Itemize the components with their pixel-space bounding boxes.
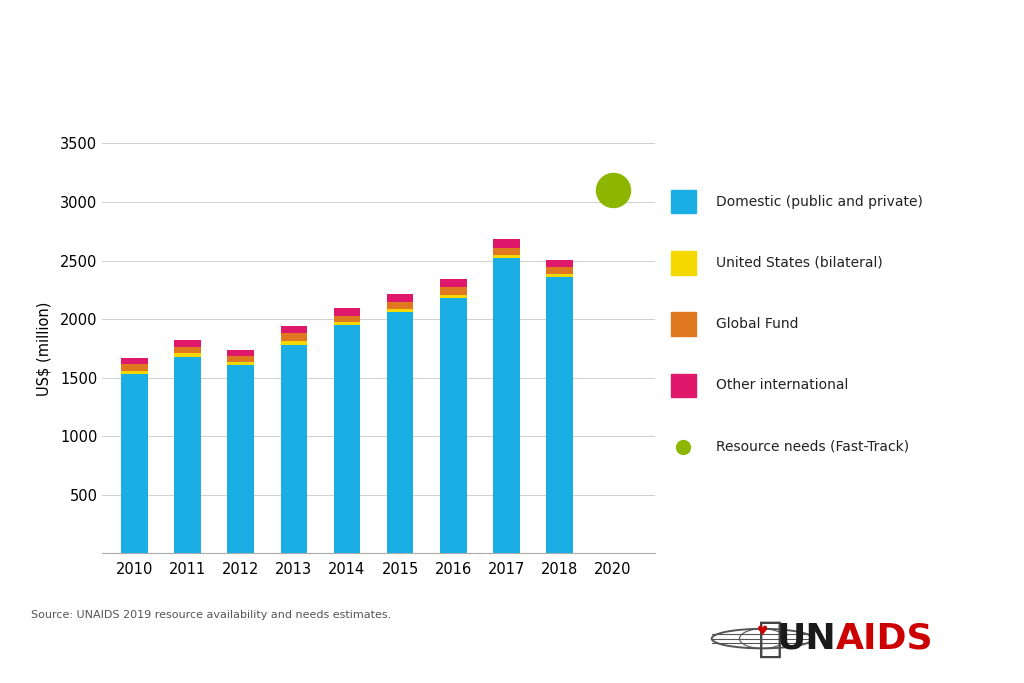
Bar (174, 340, 201, 346)
Bar (121, 374, 147, 553)
Text: HIV resource availability, by source, Latin America,: HIV resource availability, by source, La… (23, 31, 864, 59)
Bar (547, 274, 573, 277)
Bar (547, 260, 573, 267)
Text: Other international: Other international (717, 378, 849, 393)
Text: 2010–2018, and projected resource needs by 2020: 2010–2018, and projected resource needs … (23, 76, 852, 104)
Bar (440, 279, 467, 287)
Text: Ⓜ: Ⓜ (758, 617, 782, 660)
Bar (494, 240, 520, 248)
Bar (494, 258, 520, 553)
Bar (121, 364, 147, 371)
Bar (227, 356, 254, 362)
Text: United States (bilateral): United States (bilateral) (717, 256, 883, 270)
Bar (334, 325, 360, 553)
Bar (174, 353, 201, 357)
Bar (387, 309, 414, 312)
Bar (440, 294, 467, 298)
Bar (334, 316, 360, 322)
Text: Source: UNAIDS 2019 resource availability and needs estimates.: Source: UNAIDS 2019 resource availabilit… (31, 610, 391, 619)
Text: ♥: ♥ (757, 624, 768, 638)
Bar (334, 308, 360, 316)
Bar (671, 190, 696, 213)
Bar (281, 326, 307, 333)
Bar (671, 312, 696, 336)
Bar (671, 374, 696, 398)
Bar (174, 346, 201, 353)
Bar (387, 294, 414, 302)
Bar (440, 287, 467, 294)
Bar (227, 350, 254, 356)
Bar (281, 342, 307, 345)
Bar (671, 251, 696, 275)
Bar (227, 365, 254, 553)
Bar (547, 267, 573, 274)
Bar (494, 248, 520, 255)
Bar (387, 312, 414, 553)
Bar (121, 371, 147, 374)
Point (604, 185, 621, 196)
Bar (227, 362, 254, 365)
Bar (547, 277, 573, 553)
Text: AIDS: AIDS (837, 622, 934, 656)
Bar (387, 302, 414, 309)
Bar (334, 322, 360, 325)
Text: Resource needs (Fast-Track): Resource needs (Fast-Track) (717, 440, 909, 454)
Bar (494, 255, 520, 258)
Text: Domestic (public and private): Domestic (public and private) (717, 195, 924, 208)
Y-axis label: US$ (million): US$ (million) (37, 301, 51, 395)
Text: Global Fund: Global Fund (717, 317, 799, 331)
Text: UN: UN (776, 622, 837, 656)
Bar (121, 359, 147, 364)
Bar (440, 298, 467, 553)
Bar (281, 333, 307, 342)
Bar (281, 345, 307, 553)
Bar (174, 357, 201, 553)
